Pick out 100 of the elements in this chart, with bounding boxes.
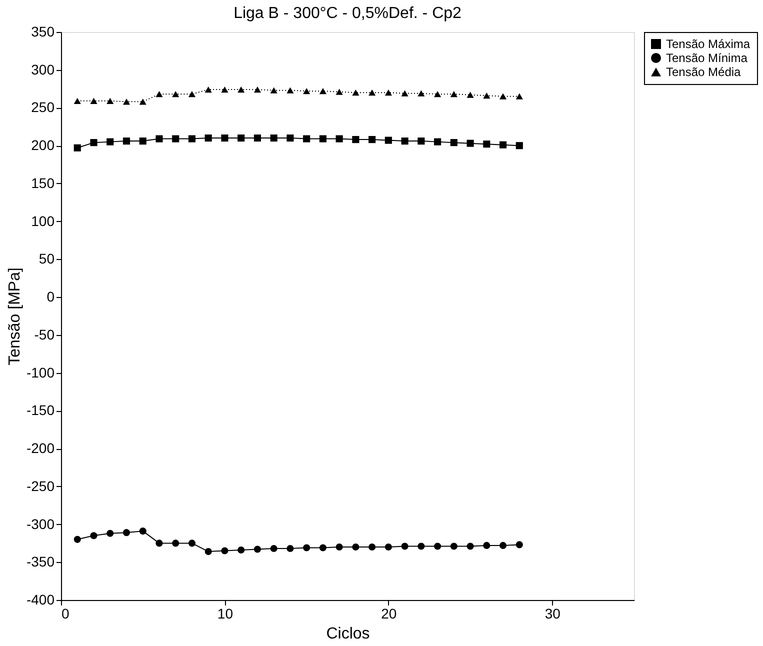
point xyxy=(401,138,408,145)
point xyxy=(384,90,392,96)
point xyxy=(270,134,278,142)
point xyxy=(221,86,228,93)
point xyxy=(74,98,81,104)
point xyxy=(336,88,343,95)
y-tick-label: 50 xyxy=(38,250,55,267)
legend-label: Tensão Mínima xyxy=(666,51,748,65)
point xyxy=(499,93,507,100)
chart-title: Liga B - 300°C - 0,5%Def. - Cp2 xyxy=(234,5,462,22)
x-tick-label: 0 xyxy=(62,606,70,622)
point xyxy=(238,546,245,554)
y-tick-label: -300 xyxy=(26,516,55,532)
point xyxy=(172,91,180,98)
point xyxy=(352,90,360,96)
point xyxy=(270,544,278,552)
point xyxy=(122,529,130,536)
point xyxy=(368,543,376,551)
point xyxy=(270,87,278,94)
point xyxy=(466,140,474,147)
point xyxy=(90,139,98,146)
y-tick-label: 250 xyxy=(31,99,55,116)
point xyxy=(204,134,212,142)
point xyxy=(74,144,81,152)
point xyxy=(106,530,114,537)
point xyxy=(254,546,261,553)
point xyxy=(499,542,507,549)
point xyxy=(516,142,523,150)
point xyxy=(90,98,98,104)
point xyxy=(434,91,442,98)
point xyxy=(188,540,196,547)
point xyxy=(106,138,114,146)
point xyxy=(172,540,180,547)
point xyxy=(516,93,523,100)
point xyxy=(368,136,376,144)
legend-label: Tensão Média xyxy=(666,65,742,79)
point xyxy=(122,138,130,145)
point xyxy=(418,542,425,550)
point xyxy=(254,86,261,93)
point xyxy=(303,88,310,94)
point xyxy=(466,542,474,550)
x-axis-title: Ciclos xyxy=(326,626,370,642)
point xyxy=(368,90,376,96)
point xyxy=(418,138,425,145)
point xyxy=(122,98,130,105)
point xyxy=(466,92,474,98)
point xyxy=(319,135,326,142)
y-axis-title: Tensão [MPa] xyxy=(6,268,24,366)
point xyxy=(450,542,458,550)
x-tick-label: 10 xyxy=(217,606,234,622)
point xyxy=(450,139,458,146)
point xyxy=(74,536,81,543)
point xyxy=(401,542,408,550)
point xyxy=(483,140,490,148)
point xyxy=(483,542,490,549)
point xyxy=(319,544,326,552)
point xyxy=(499,141,507,148)
point xyxy=(204,548,212,556)
point xyxy=(156,540,163,547)
point xyxy=(319,88,326,94)
y-tick-label: 350 xyxy=(31,24,55,40)
y-tick-label: -250 xyxy=(26,478,55,494)
point xyxy=(156,135,163,142)
legend-label: Tensão Máxima xyxy=(666,37,750,51)
y-tick-label: 0 xyxy=(46,288,55,305)
point xyxy=(418,90,425,96)
point xyxy=(286,87,294,94)
point xyxy=(434,138,442,146)
point xyxy=(516,541,523,548)
point xyxy=(286,134,294,142)
point xyxy=(336,135,343,142)
y-tick-label: -100 xyxy=(26,364,55,380)
point xyxy=(106,98,114,104)
point xyxy=(303,544,310,552)
y-tick-label: 150 xyxy=(31,174,55,191)
point xyxy=(254,134,261,142)
y-tick-label: -400 xyxy=(26,592,55,608)
point xyxy=(204,86,212,93)
point xyxy=(221,134,228,142)
y-tick-label: -350 xyxy=(26,554,55,570)
point xyxy=(188,135,196,142)
x-tick-label: 20 xyxy=(381,606,397,622)
y-tick-label: -150 xyxy=(26,402,55,418)
y-tick-label: 100 xyxy=(31,212,55,229)
point xyxy=(188,91,196,98)
point xyxy=(238,86,245,93)
y-tick-label: 300 xyxy=(31,61,55,78)
point xyxy=(90,532,98,540)
point xyxy=(483,92,490,99)
point xyxy=(221,547,228,554)
point xyxy=(384,543,392,551)
point xyxy=(139,98,146,105)
point xyxy=(401,90,408,96)
point xyxy=(139,528,146,535)
y-tick-label: -200 xyxy=(26,440,55,456)
x-tick-label: 30 xyxy=(544,606,561,622)
point xyxy=(384,136,392,144)
point xyxy=(286,544,294,552)
y-tick-label: -50 xyxy=(34,326,55,342)
point xyxy=(172,135,180,142)
